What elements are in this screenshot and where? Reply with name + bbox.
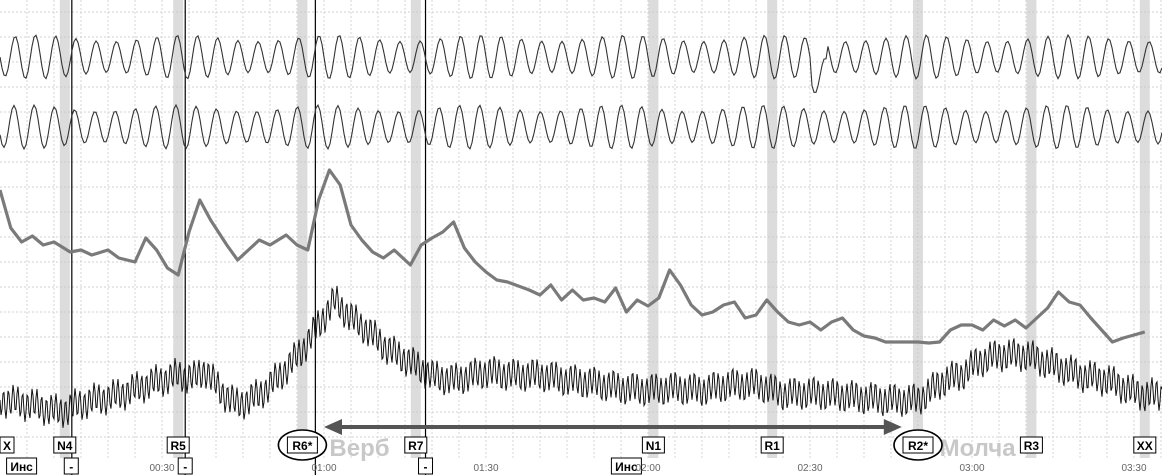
bottom-marks: Инс - - - Инс xyxy=(6,457,642,475)
stimulus-text-3: R6* xyxy=(292,439,312,453)
bottom-mark-text-2: - xyxy=(183,460,187,474)
stimulus-label-9: XX xyxy=(1133,436,1157,454)
stimulus-label-1: N4 xyxy=(53,436,77,454)
phase-labels: Верб Молча xyxy=(329,435,1016,462)
stimulus-label-7: R2* xyxy=(893,429,943,461)
stimulus-band-2 xyxy=(173,0,184,458)
stimulus-label-5: N1 xyxy=(641,436,665,454)
bottom-mark-text-3: - xyxy=(424,460,428,474)
stimulus-box-1 xyxy=(53,436,77,454)
bottom-mark-box-3 xyxy=(418,457,434,475)
stimulus-text-4: R7 xyxy=(408,439,424,453)
stimulus-band-8 xyxy=(1026,0,1037,458)
bottom-mark-text-4: Инс xyxy=(615,460,638,474)
stimulus-box-2 xyxy=(166,436,190,454)
time-tick-2: 01:30 xyxy=(473,463,498,474)
time-tick-0: 00:30 xyxy=(149,463,174,474)
stimulus-label-0: X xyxy=(0,436,15,454)
stimulus-box-4 xyxy=(404,436,428,454)
phase-label-1: Молча xyxy=(940,435,1017,462)
stimulus-text-1: N4 xyxy=(57,439,73,453)
stimulus-label-6: R1 xyxy=(760,436,784,454)
time-tick-5: 03:00 xyxy=(959,463,984,474)
phase-arrow-layer xyxy=(324,419,902,435)
stimulus-text-9: XX xyxy=(1137,439,1153,453)
time-tick-1: 01:00 xyxy=(311,463,336,474)
stimulus-box-9 xyxy=(1133,436,1157,454)
time-tick-6: 03:30 xyxy=(1121,463,1146,474)
stimulus-band-9 xyxy=(1139,0,1150,458)
stimulus-box-8 xyxy=(1019,436,1043,454)
trace-plethysmogram xyxy=(0,285,1162,428)
bottom-mark-text-0: Инс xyxy=(10,460,33,474)
marker-lines xyxy=(71,0,427,475)
bottom-mark-box-0 xyxy=(6,457,38,475)
stimulus-text-8: R3 xyxy=(1024,439,1040,453)
bottom-mark-box-2 xyxy=(177,457,193,475)
trace-respiration-lower xyxy=(0,103,1162,151)
channels xyxy=(0,33,1162,428)
stimulus-band-6 xyxy=(767,0,778,458)
stimulus-label-4: R7 xyxy=(404,436,428,454)
stimulus-band-5 xyxy=(648,0,659,458)
stimulus-label-3: R6* xyxy=(277,429,328,461)
stimulus-box-5 xyxy=(641,436,665,454)
stimulus-box-6 xyxy=(760,436,784,454)
stimulus-band-4 xyxy=(410,0,421,458)
trace-respiration-upper xyxy=(0,33,1162,93)
stimulus-label-8: R3 xyxy=(1019,436,1043,454)
bottom-mark-box-4 xyxy=(610,457,642,475)
time-ticks: 00:30 01:00 01:30 02:00 02:30 03:00 03:30 xyxy=(149,463,1146,474)
stimulus-band-3 xyxy=(297,0,308,458)
stimulus-text-6: R1 xyxy=(765,439,781,453)
phase-arrow-head-right xyxy=(883,419,902,435)
trace-electrodermal xyxy=(0,168,1146,345)
phase-label-0: Верб xyxy=(329,435,389,462)
stimulus-text-0: X xyxy=(3,439,11,453)
bottom-mark-box-1 xyxy=(63,457,79,475)
stimulus-box-3 xyxy=(286,436,318,454)
stimulus-text-5: N1 xyxy=(646,439,662,453)
time-tick-3: 02:00 xyxy=(635,463,660,474)
stimulus-box-0 xyxy=(0,436,15,454)
phase-arrow-head-left xyxy=(324,419,342,435)
bottom-mark-text-1: - xyxy=(69,460,73,474)
stimulus-box-7 xyxy=(902,436,934,454)
stimulus-text-7: R2* xyxy=(908,439,928,453)
stimulus-label-2: R5 xyxy=(166,436,190,454)
stimulus-band-1 xyxy=(59,0,70,458)
stimulus-text-2: R5 xyxy=(171,439,187,453)
stimulus-labels: X N4 R5 R6* R7 N1 R1 R2* R3 XX xyxy=(0,429,1157,461)
time-tick-4: 02:30 xyxy=(797,463,822,474)
